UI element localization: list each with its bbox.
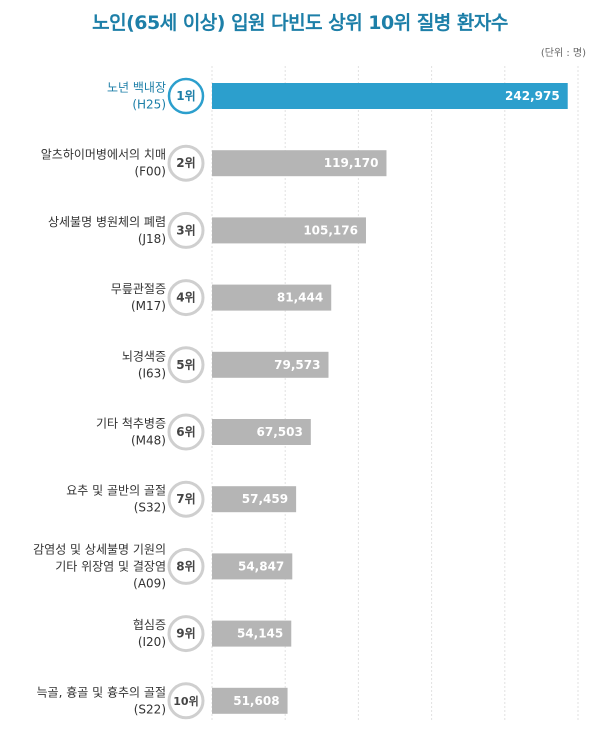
data-label: 79,573 [274,358,320,372]
bar [212,217,366,244]
chart-row: 늑골, 흉골 및 흉추의 골절 (S22) 10위 51,608 [37,682,288,720]
bar [212,486,297,513]
bar [212,284,332,311]
bar [212,620,292,647]
rank-label: 9위 [176,627,195,641]
data-label: 105,176 [303,223,358,237]
category-label: 상세불명 병원체의 폐렴 [48,215,166,229]
category-code: (F00) [134,165,166,179]
category-code: (H25) [132,98,166,112]
chart-row: 노년 백내장 (H25) 1위 242,975 [107,77,568,115]
category-label: 노년 백내장 [107,81,166,95]
category-code: (M48) [131,434,166,448]
category-code: (I63) [138,366,166,380]
rank-label: 2위 [176,156,195,170]
rank-badge [167,279,205,317]
rank-label: 4위 [176,291,195,305]
category-code: (S22) [134,702,166,716]
rank-badge [167,682,205,720]
rank-badge [167,346,205,384]
chart-row: 무릎관절증 (M17) 4위 81,444 [111,279,332,317]
category-code: (J18) [138,232,166,246]
category-label: 늑골, 흉골 및 흉추의 골절 [37,685,166,699]
category-code: (I20) [138,635,166,649]
chart-row: 뇌경색증 (I63) 5위 79,573 [122,346,329,384]
rank-badge [167,77,205,115]
category-label: 무릎관절증 [111,282,166,296]
data-label: 81,444 [277,291,323,305]
chart-title: 노인(65세 이상) 입원 다빈도 상위 10위 질병 환자수 [92,12,508,34]
rank-label: 6위 [176,425,195,439]
rank-badge [167,144,205,182]
chart-row: 요추 및 골반의 골절 (S32) 7위 57,459 [66,480,297,518]
data-label: 57,459 [242,492,288,506]
rank-badge [167,211,205,249]
rank-label: 1위 [176,89,195,103]
rank-label: 10위 [173,695,198,708]
category-label: 기타 위장염 및 결장염 [55,559,166,573]
data-label: 242,975 [505,89,560,103]
rank-label: 3위 [176,223,195,237]
chart-row: 상세불명 병원체의 폐렴 (J18) 3위 105,176 [48,211,366,249]
bar [212,553,293,580]
chart-row: 기타 척추병증 (M48) 6위 67,503 [96,413,311,451]
bar [212,419,311,445]
rank-badge [167,615,205,653]
category-label: 뇌경색증 [122,349,166,363]
unit-label: (단위 : 명) [540,48,586,59]
rank-badge [167,480,205,518]
category-label: 기타 척추병증 [96,417,166,431]
bar [212,83,568,109]
data-label: 54,847 [238,559,284,573]
rank-label: 5위 [176,358,195,372]
chart-row: 알츠하이머병에서의 치매 (F00) 2위 119,170 [41,144,387,182]
data-label: 67,503 [257,425,303,439]
category-code: (M17) [131,299,166,313]
data-label: 51,608 [233,694,279,708]
rank-label: 8위 [176,559,195,573]
rank-badge [167,547,205,585]
category-label: 협심증 [133,618,166,632]
category-label: 요추 및 골반의 골절 [66,484,166,498]
rank-label: 7위 [176,492,195,506]
chart-rows: 노년 백내장 (H25) 1위 242,975 알츠하이머병에서의 치매 (F00) 2위 1… [33,77,568,720]
category-code: (A09) [133,576,166,590]
category-label: 감염성 및 상세불명 기원의 [33,542,166,556]
bar [212,150,387,177]
data-label: 54,145 [237,627,283,641]
rank-badge [167,413,205,451]
category-code: (S32) [134,501,166,515]
category-label: 알츠하이머병에서의 치매 [41,148,166,162]
bar [212,351,329,378]
bar [212,687,288,714]
data-label: 119,170 [324,156,379,170]
chart-row: 협심증 (I20) 9위 54,145 [133,615,292,653]
